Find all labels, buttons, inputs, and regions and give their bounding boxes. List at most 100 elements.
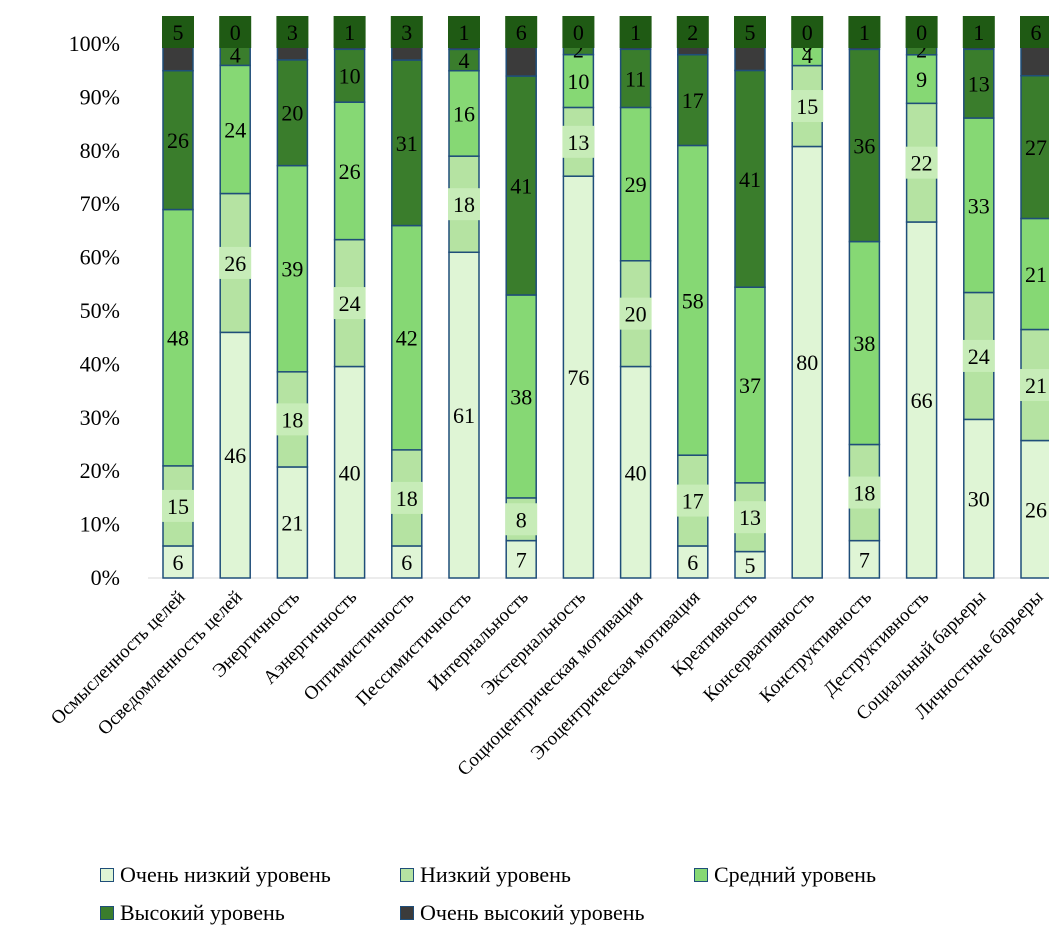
data-label: 18 [396, 486, 418, 511]
bar-segment [619, 365, 652, 579]
data-label: 15 [167, 494, 189, 519]
bar-segment [963, 418, 995, 579]
data-label: 41 [510, 174, 532, 199]
data-label: 48 [167, 326, 189, 351]
bar-segment [276, 164, 309, 373]
bar-stack: 7 8 38 41 6 [505, 16, 538, 579]
y-tick-label: 100% [69, 31, 120, 56]
data-label: 46 [224, 443, 246, 468]
bar-stack: 76 13 10 20 [562, 16, 595, 579]
y-tick-label: 10% [80, 512, 120, 537]
bar-segment [1020, 217, 1049, 331]
data-label: 26 [339, 159, 361, 184]
data-label: 39 [281, 257, 303, 282]
bar-stack: 7 18 38 36 1 [848, 16, 881, 579]
data-label: 10 [567, 69, 589, 94]
data-label-box [676, 484, 709, 517]
legend-item: Средний уровень [694, 862, 876, 888]
y-tick-label: 40% [80, 351, 120, 376]
data-label: 18 [453, 192, 475, 217]
data-label: 21 [1025, 262, 1047, 287]
data-label: 9 [916, 67, 927, 92]
data-label-box [791, 16, 824, 48]
bar-segment [505, 539, 537, 579]
bar-segment [391, 545, 423, 579]
data-label-box [676, 16, 709, 48]
y-axis: 0% 10% 20% 30% 40% 50% 60% 70% 80% 90% 100% [69, 31, 1042, 590]
y-tick-label: 80% [80, 138, 120, 163]
data-label: 40 [339, 460, 361, 485]
bar-segment [677, 545, 709, 579]
bar-segment [1020, 43, 1049, 77]
bar-segment [1020, 439, 1049, 579]
data-label: 24 [339, 291, 361, 316]
data-label-box [162, 16, 194, 48]
data-label-box [505, 503, 538, 536]
data-label-box [1020, 369, 1049, 402]
data-label: 6 [1031, 20, 1042, 45]
data-label: 6 [516, 20, 527, 45]
data-label: 20 [625, 302, 647, 327]
bar-segment [391, 224, 423, 451]
bar-segment [791, 145, 823, 579]
data-label-box [333, 287, 366, 320]
data-label: 40 [625, 460, 647, 485]
data-label-box [562, 125, 595, 158]
legend-label: Очень низкий уровень [120, 862, 331, 887]
bar-segment [505, 75, 537, 296]
bar-segment [1020, 74, 1049, 220]
bar-segment [677, 144, 709, 456]
data-label-box [848, 16, 881, 48]
data-label: 31 [396, 131, 418, 156]
data-label: 5 [745, 20, 756, 45]
data-label: 33 [968, 193, 990, 218]
data-label: 8 [516, 507, 527, 532]
bar-segment [905, 221, 938, 579]
data-label: 22 [911, 151, 933, 176]
data-label-box [333, 16, 366, 48]
bar-segment [734, 550, 766, 579]
bar-stack: 26 21 21 27 6 [1020, 16, 1049, 579]
data-label: 26 [1025, 497, 1047, 522]
legend-label: Высокий уровень [120, 900, 285, 925]
plot-area: 6154826546262440211839203402426101618423… [162, 16, 1049, 579]
data-label: 0 [573, 20, 584, 45]
data-label-box [962, 16, 995, 48]
data-label-box [219, 16, 252, 48]
legend-item: Очень высокий уровень [400, 900, 645, 926]
legend-swatch [400, 868, 414, 882]
bar-segment [848, 539, 881, 579]
legend-item: Очень низкий уровень [100, 862, 331, 888]
bar-segment [162, 545, 194, 579]
bar-segment [734, 43, 766, 72]
y-tick-label: 90% [80, 84, 120, 109]
x-tick-label: Экстернальность [477, 586, 590, 699]
x-tick-label: Интернальность [424, 586, 533, 695]
data-label: 30 [968, 487, 990, 512]
data-label: 4 [459, 48, 470, 73]
data-label: 29 [625, 172, 647, 197]
data-label: 2 [916, 37, 927, 62]
bar-stack: 5 13 37 41 5 [734, 16, 766, 579]
data-label-box [276, 403, 309, 436]
data-label-box [390, 16, 423, 48]
legend-label: Низкий уровень [420, 862, 571, 887]
data-label: 24 [224, 117, 246, 142]
data-label: 10 [339, 64, 361, 89]
data-label: 18 [281, 407, 303, 432]
stacked-bar-chart: 0%10%20%30%40%50%60%70%80%90%100% 615482… [47, 16, 1049, 780]
legend-label: Очень высокий уровень [420, 900, 645, 925]
data-label-box [619, 16, 652, 48]
data-label: 24 [968, 344, 990, 369]
data-label-box [848, 476, 881, 509]
bar-segment [276, 59, 309, 167]
data-label: 1 [344, 20, 355, 45]
data-label: 11 [625, 66, 646, 91]
data-label: 7 [516, 547, 527, 572]
data-label-box [390, 481, 423, 514]
legend-label: Средний уровень [714, 862, 876, 887]
bar-segment [562, 175, 595, 579]
data-label: 80 [796, 350, 818, 375]
bar-stack: 6 18 42 31 3 [390, 16, 423, 579]
data-label-box [219, 246, 252, 279]
